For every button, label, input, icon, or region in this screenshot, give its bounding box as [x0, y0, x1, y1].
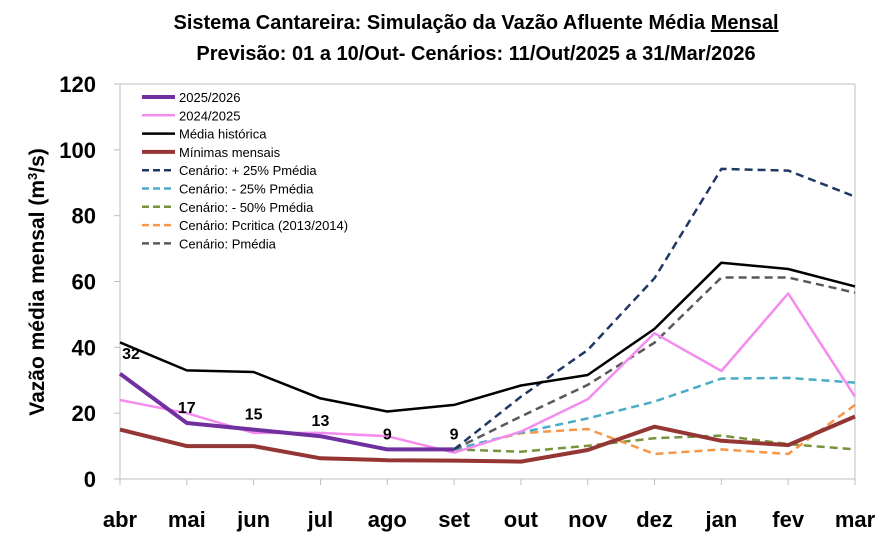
y-tick-label: 20 — [72, 401, 96, 426]
chart-title: Sistema Cantareira: Simulação da Vazão A… — [173, 12, 778, 34]
data-label: 9 — [450, 426, 459, 443]
y-tick-label: 120 — [59, 72, 96, 97]
data-label: 13 — [312, 413, 330, 430]
data-label: 9 — [383, 426, 392, 443]
x-tick-label: set — [438, 507, 470, 532]
series-line-2025-2026 — [118, 372, 455, 452]
x-tick-label: dez — [636, 507, 673, 532]
data-label: 32 — [122, 346, 140, 363]
x-tick-label: abr — [103, 507, 138, 532]
series-line-cen-rio-25-pm-dia — [453, 167, 856, 451]
x-tick-label: mai — [168, 507, 206, 532]
y-tick-label: 60 — [72, 270, 96, 295]
legend-label: Cenário: Pcritica (2013/2014) — [179, 218, 348, 233]
legend-label: Mínimas mensais — [179, 145, 281, 160]
x-tick-label: mar — [835, 507, 876, 532]
y-tick-label: 80 — [72, 204, 96, 229]
y-tick-label: 0 — [84, 467, 96, 492]
data-label: 15 — [245, 407, 263, 424]
legend-label: Cenário: Pmédia — [179, 236, 277, 251]
series-line-m-dia-hist-rica — [119, 261, 856, 413]
y-tick-label: 40 — [72, 335, 96, 360]
legend-label: 2024/2025 — [179, 108, 240, 123]
series-line-m-nimas-mensais — [119, 414, 856, 464]
legend-label: Média histórica — [179, 127, 267, 142]
y-tick-label: 100 — [59, 138, 96, 163]
x-tick-label: jan — [704, 507, 737, 532]
data-label: 17 — [178, 400, 196, 417]
y-axis-label: Vazão média mensal (m3/s) — [25, 148, 50, 416]
x-tick-label: out — [504, 507, 539, 532]
series-line-cen-rio-pm-dia — [453, 276, 856, 451]
series-line-cen-rio-pcritica-2013-2014- — [453, 403, 856, 456]
chart-title-underlined: Mensal — [711, 12, 779, 34]
x-tick-label: fev — [772, 507, 805, 532]
chart-title-main: Sistema Cantareira: Simulação da Vazão A… — [173, 12, 710, 34]
legend-label: Cenário: - 50% Pmédia — [179, 200, 314, 215]
series-line-cen-rio-50-pm-dia — [454, 434, 856, 453]
x-tick-label: jun — [236, 507, 270, 532]
x-tick-label: nov — [568, 507, 608, 532]
chart-subtitle: Previsão: 01 a 10/Out- Cenários: 11/Out/… — [196, 43, 755, 65]
legend-label: Cenário: + 25% Pmédia — [179, 163, 317, 178]
legend-label: 2025/2026 — [179, 90, 240, 105]
x-tick-label: ago — [368, 507, 407, 532]
x-tick-label: jul — [307, 507, 334, 532]
legend-label: Cenário: - 25% Pmédia — [179, 182, 314, 197]
